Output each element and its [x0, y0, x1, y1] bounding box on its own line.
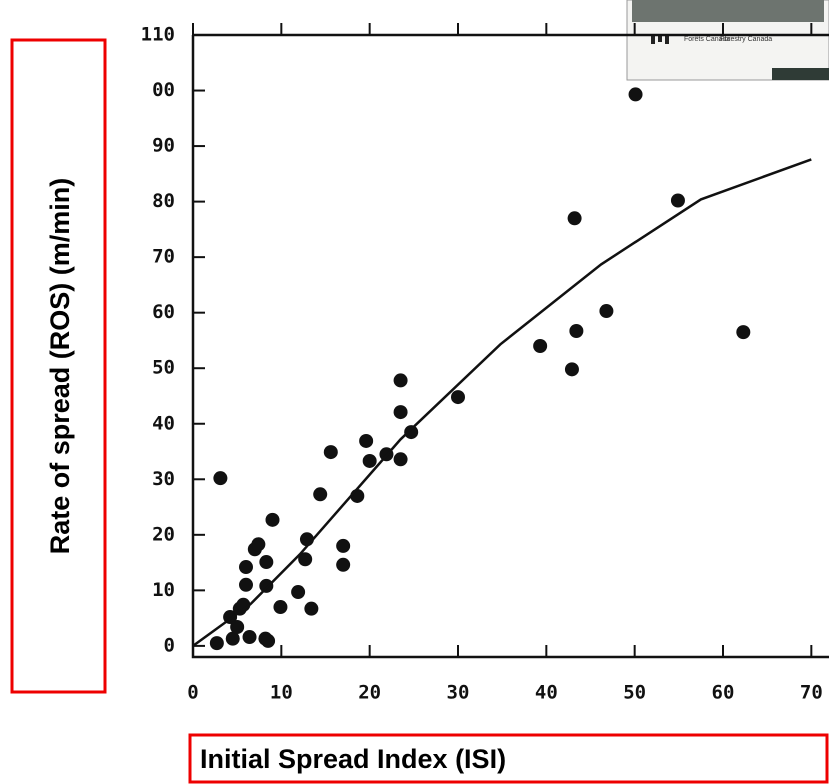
point	[393, 452, 408, 467]
x-tick-label: 30	[447, 682, 470, 704]
y-tick-label: 20	[152, 523, 175, 545]
point	[564, 362, 579, 377]
x-tick-label: 40	[535, 682, 558, 704]
point	[242, 630, 257, 645]
inset-band	[772, 68, 829, 80]
inset-text: Forêts Canada	[684, 36, 730, 43]
x-tick-label: 50	[623, 682, 646, 704]
point	[336, 538, 351, 553]
y-tick-label: 90	[152, 135, 175, 157]
point	[533, 339, 548, 353]
flag-bar	[665, 34, 669, 44]
y-tick-label: 30	[152, 468, 175, 490]
inset-image: Forêts Canada Forestry Canada	[626, 0, 829, 81]
point	[736, 325, 751, 340]
flag-leaf	[658, 36, 662, 42]
y-tick-label: 60	[152, 301, 175, 323]
point	[261, 633, 276, 648]
point	[599, 304, 614, 319]
y-tick-label: 00	[152, 79, 175, 101]
point	[259, 578, 274, 593]
x-tick-label: 10	[270, 682, 293, 704]
inset-photo	[632, 0, 824, 22]
point	[670, 193, 685, 208]
point	[393, 405, 408, 420]
y-tick-label: 50	[152, 357, 175, 379]
inset-text: Forestry Canada	[720, 36, 772, 43]
point	[265, 512, 280, 527]
y-tick-label: 0	[164, 634, 175, 656]
point	[259, 555, 274, 570]
point	[359, 433, 374, 448]
point	[230, 620, 245, 635]
point	[336, 557, 351, 572]
x-tick-label: 70	[800, 682, 823, 704]
point	[225, 631, 240, 646]
y-tick-label: 110	[141, 24, 175, 46]
x-axis-label: Initial Spread Index (ISI)	[200, 744, 506, 774]
point	[393, 373, 408, 388]
point	[291, 585, 306, 600]
point	[567, 211, 582, 226]
flag-bar	[651, 34, 655, 44]
point	[239, 560, 253, 575]
point	[628, 87, 643, 102]
point	[251, 537, 266, 552]
x-tick-label: 0	[187, 682, 198, 704]
point	[323, 445, 338, 460]
x-label-box	[188, 733, 829, 784]
plot-frame	[191, 33, 829, 659]
fit-curve	[192, 158, 812, 647]
point	[404, 425, 419, 440]
y-axis-label: Rate of spread (ROS) (m/min)	[45, 178, 75, 555]
x-tick-label: 60	[712, 682, 735, 704]
point	[362, 453, 377, 468]
point	[451, 390, 465, 405]
y-tick-label: 80	[152, 190, 175, 212]
point	[273, 600, 288, 615]
y-tick-label: 70	[152, 246, 175, 268]
y-tick-label: 10	[152, 579, 175, 601]
y-label-box	[10, 38, 107, 694]
point	[304, 601, 319, 616]
point	[209, 636, 224, 651]
y-tick-label: 40	[152, 412, 175, 434]
point	[298, 552, 313, 567]
x-tick-label: 20	[358, 682, 381, 704]
point	[239, 577, 253, 592]
point	[213, 471, 228, 486]
point	[569, 324, 584, 339]
point	[313, 487, 328, 502]
